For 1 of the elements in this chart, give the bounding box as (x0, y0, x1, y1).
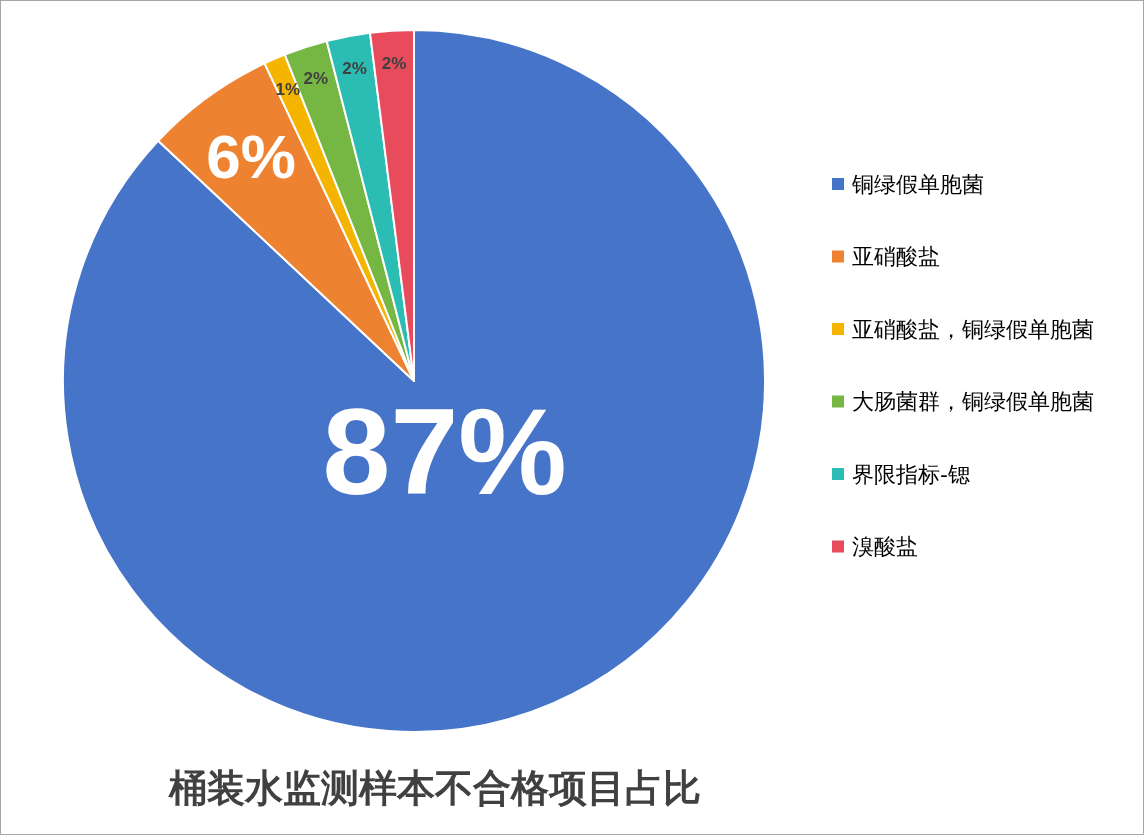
title: 桶装水监测样本不合格项目占比 (169, 766, 701, 810)
